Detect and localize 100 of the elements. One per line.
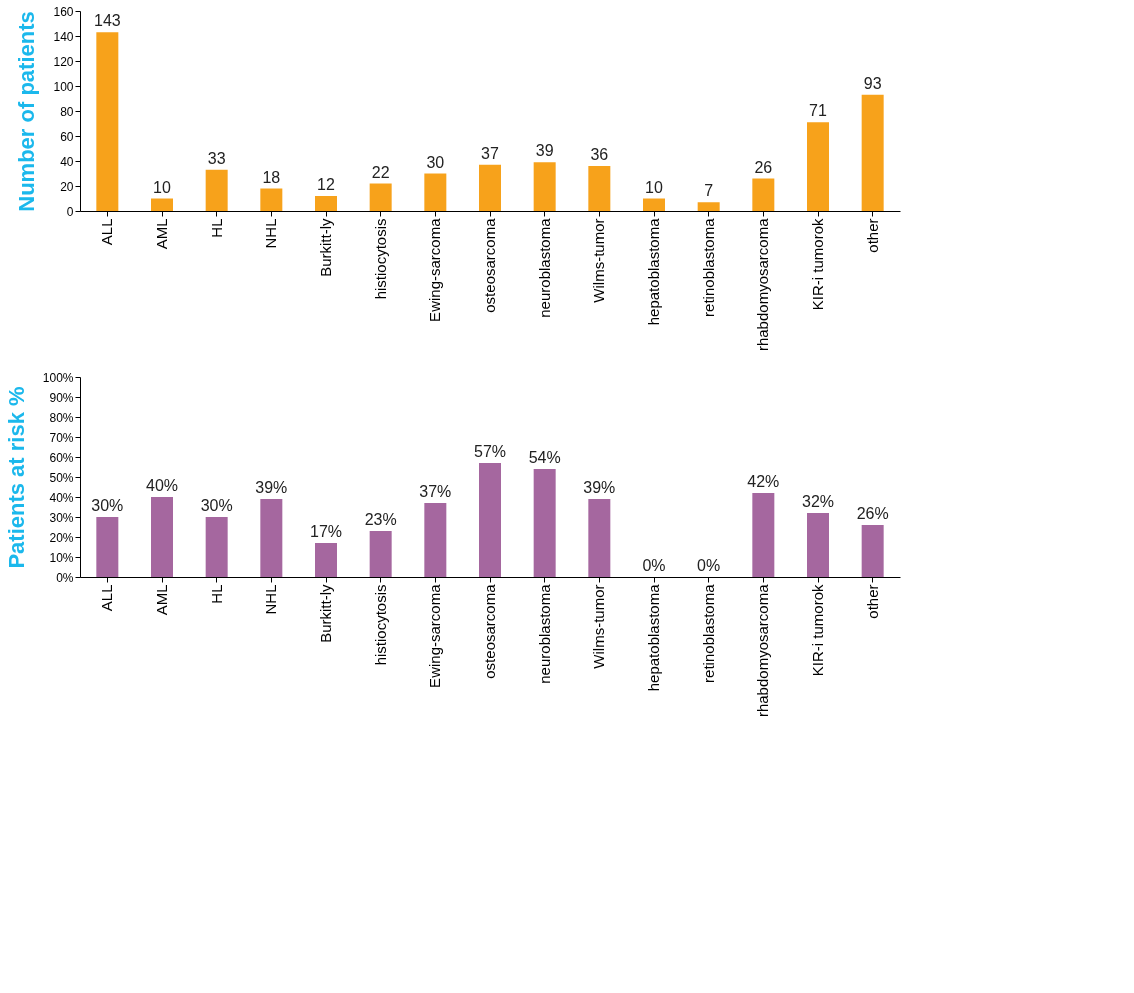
data-label: 30% xyxy=(91,497,124,514)
bar xyxy=(260,499,283,577)
x-tick-label: KIR-i tumorok xyxy=(809,218,826,311)
x-tick-label: neuroblastoma xyxy=(535,217,553,318)
data-label: 26% xyxy=(856,505,889,522)
x-tick-label: Ewing-sarcoma xyxy=(426,583,444,688)
data-label: 10 xyxy=(153,178,171,196)
bar xyxy=(861,525,884,577)
y-tick-label: 10% xyxy=(49,550,74,565)
data-label: 93 xyxy=(863,74,882,92)
y-tick-label: 0 xyxy=(66,204,74,219)
y-tick-label: 120 xyxy=(53,54,74,69)
bar xyxy=(807,513,829,577)
y-tick-label: 20 xyxy=(60,179,74,194)
bar xyxy=(479,164,501,211)
x-tick-label: AML xyxy=(153,584,170,616)
x-tick-label: retinoblastoma xyxy=(699,583,717,683)
bar xyxy=(424,503,447,577)
bar xyxy=(424,173,447,211)
y-tick-label: 140 xyxy=(53,29,74,44)
x-tick-label: ALL xyxy=(98,584,116,612)
y-axis-title: Patients at risk % xyxy=(3,386,29,569)
x-tick-label: HL xyxy=(207,218,225,238)
data-label: 39% xyxy=(583,479,616,496)
data-label: 10 xyxy=(645,178,663,196)
bar xyxy=(96,32,119,211)
y-tick-label: 60 xyxy=(60,129,74,144)
bar xyxy=(205,517,228,577)
y-tick-label: 80 xyxy=(60,104,74,119)
x-tick-label: KIR-i tumorok xyxy=(809,584,826,677)
data-label: 30 xyxy=(426,153,445,171)
data-label: 40% xyxy=(145,477,179,494)
x-tick-label: retinoblastoma xyxy=(699,217,717,317)
x-tick-label: rhabdomyosarcoma xyxy=(754,583,772,718)
x-tick-label: AML xyxy=(153,218,170,250)
data-label: 32% xyxy=(801,493,835,510)
bar xyxy=(588,166,611,211)
x-tick-label: Burkitt-ly xyxy=(317,584,334,643)
data-label: 0% xyxy=(642,557,666,574)
y-tick-label: 80% xyxy=(49,410,74,425)
x-tick-label: NHL xyxy=(262,584,280,615)
data-label: 39 xyxy=(535,142,554,160)
data-label: 37% xyxy=(419,483,452,500)
bar xyxy=(315,196,337,211)
data-label: 17% xyxy=(309,523,343,540)
y-tick-label: 160 xyxy=(53,4,74,19)
x-tick-label: Burkitt-ly xyxy=(317,218,334,277)
data-label: 143 xyxy=(93,12,121,30)
x-tick-label: rhabdomyosarcoma xyxy=(754,217,772,352)
x-tick-label: histiocytosis xyxy=(371,584,389,666)
data-label: 7 xyxy=(704,182,714,200)
data-label: 12 xyxy=(317,176,335,193)
data-label: 18 xyxy=(262,168,281,186)
y-tick-label: 0% xyxy=(56,570,74,585)
x-tick-label: osteosarcoma xyxy=(481,583,498,679)
y-tick-label: 40 xyxy=(60,154,74,169)
y-tick-label: 50% xyxy=(49,470,74,485)
y-tick-label: 20% xyxy=(49,530,74,545)
bar xyxy=(752,493,775,577)
y-tick-label: 90% xyxy=(49,390,74,405)
y-axis-title: Number of patients xyxy=(14,11,40,212)
data-label: 39% xyxy=(255,479,288,496)
x-tick-label: other xyxy=(863,218,881,253)
data-label: 26 xyxy=(754,158,773,176)
bar xyxy=(96,517,119,577)
data-label: 22 xyxy=(371,163,390,181)
bar xyxy=(205,169,228,211)
x-tick-label: neuroblastoma xyxy=(535,583,553,684)
x-tick-label: osteosarcoma xyxy=(481,217,498,313)
bar xyxy=(861,94,884,211)
bar xyxy=(752,178,775,211)
x-tick-label: Ewing-sarcoma xyxy=(426,217,444,322)
y-tick-label: 30% xyxy=(49,510,74,525)
bar xyxy=(697,202,720,211)
bar xyxy=(533,469,556,577)
y-tick-label: 70% xyxy=(49,430,74,445)
y-tick-label: 40% xyxy=(49,490,74,505)
bar xyxy=(479,463,501,577)
bar xyxy=(643,198,665,211)
data-label: 57% xyxy=(473,443,507,460)
data-label: 23% xyxy=(364,511,397,528)
data-label: 30% xyxy=(200,497,233,514)
x-tick-label: hepatoblastoma xyxy=(645,217,662,326)
bar xyxy=(369,183,392,211)
y-tick-label: 100% xyxy=(42,370,74,385)
bar xyxy=(369,531,392,577)
x-tick-label: other xyxy=(863,584,881,619)
y-tick-label: 60% xyxy=(49,450,74,465)
y-tick-label: 100 xyxy=(53,79,74,94)
x-tick-label: histiocytosis xyxy=(371,218,389,300)
x-tick-label: hepatoblastoma xyxy=(645,583,662,692)
data-label: 33 xyxy=(207,149,226,167)
data-label: 0% xyxy=(697,557,721,574)
bar xyxy=(151,198,173,211)
bar xyxy=(151,497,173,577)
bar xyxy=(588,499,611,577)
bar xyxy=(315,543,337,577)
bar xyxy=(533,162,556,211)
data-label: 42% xyxy=(747,473,780,490)
x-tick-label: HL xyxy=(207,584,225,604)
